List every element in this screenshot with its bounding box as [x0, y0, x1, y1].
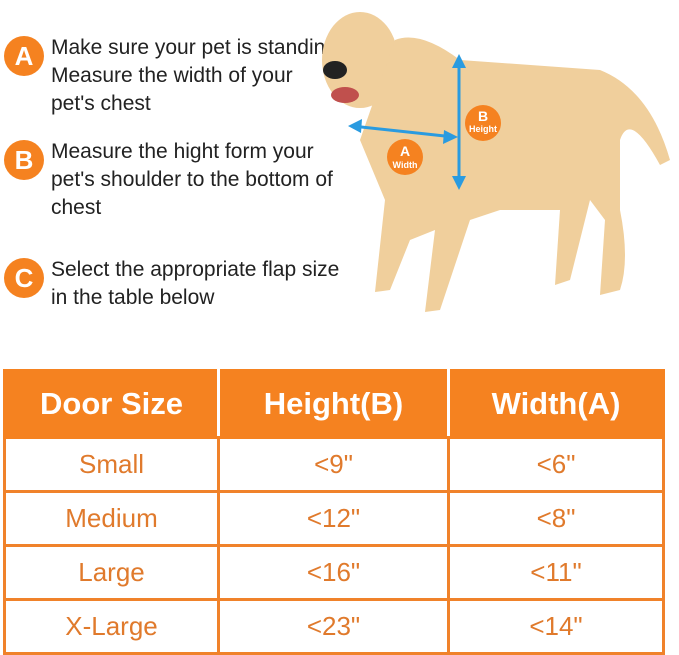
label-b-height: Height — [469, 124, 497, 134]
cell: Large — [3, 544, 220, 601]
measure-arrows — [348, 54, 466, 190]
step-badge: C — [4, 258, 44, 298]
cell: <16" — [217, 544, 450, 601]
cell: X-Large — [3, 598, 220, 655]
size-table: Door Size Height(B) Width(A) Small <9" <6"… — [3, 369, 665, 655]
cell: Medium — [3, 490, 220, 547]
step-a: A Make sure your pet is standing Measure… — [4, 34, 341, 118]
step-badge: A — [4, 36, 44, 76]
step-b: B Measure the hight form your pet's shou… — [4, 138, 341, 222]
table-row: Medium <12" <8" — [3, 490, 665, 547]
table-row: Small <9" <6" — [3, 436, 665, 493]
cell: <9" — [217, 436, 450, 493]
step-text: Make sure your pet is standing Measure t… — [51, 36, 337, 115]
cell: <12" — [217, 490, 450, 547]
cell: <23" — [217, 598, 450, 655]
cell: <8" — [447, 490, 665, 547]
label-a-width: Width — [393, 160, 418, 170]
cell: Small — [3, 436, 220, 493]
dog-measurement-illustration: A Width B Height — [322, 12, 670, 312]
dog-image — [322, 12, 670, 312]
table-row: X-Large <23" <14" — [3, 598, 665, 655]
label-b-letter: B — [478, 108, 488, 124]
header-height: Height(B) — [217, 369, 450, 439]
step-text: Select the appropriate flap size in the … — [51, 258, 340, 309]
table-row: Large <16" <11" — [3, 544, 665, 601]
cell: <14" — [447, 598, 665, 655]
header-width: Width(A) — [447, 369, 665, 439]
table-header: Door Size Height(B) Width(A) — [3, 369, 665, 439]
cell: <11" — [447, 544, 665, 601]
step-badge: B — [4, 140, 44, 180]
step-c: C Select the appropriate flap size in th… — [4, 256, 341, 312]
step-text: Measure the hight form your pet's should… — [51, 140, 333, 219]
cell: <6" — [447, 436, 665, 493]
header-door-size: Door Size — [3, 369, 220, 439]
label-a-letter: A — [400, 143, 410, 159]
